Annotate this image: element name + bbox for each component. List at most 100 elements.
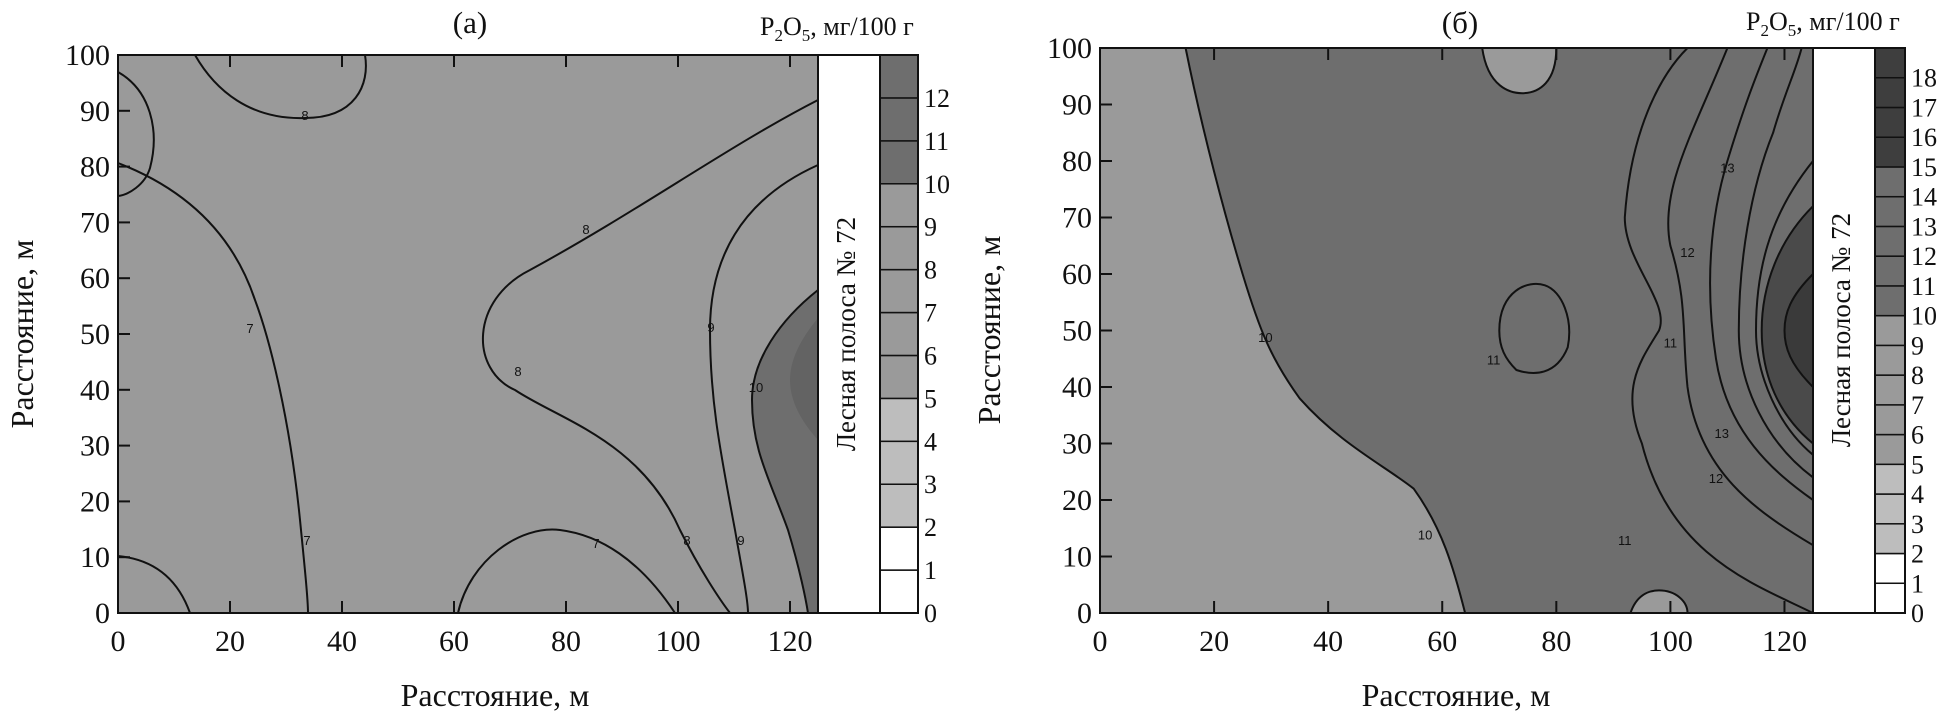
contour-label: 8 [301,108,308,123]
x-axis-label: Расстояние, м [401,677,590,713]
colorbar-segment [1874,225,1906,257]
contour-label: 11 [1487,352,1501,367]
contour-lines-a [117,54,819,614]
contour-fill-b [1100,48,1813,613]
contour-line [117,71,155,197]
colorbar-segment [1874,582,1906,614]
forest-strip-label: Лесная полоса № 72 [831,217,861,451]
contour-label: 7 [303,533,310,548]
colorbar-tick-label: 12 [924,84,950,113]
contour-label: 13 [1715,426,1729,441]
contour-line [708,164,819,614]
y-tick-label: 0 [1077,597,1092,630]
colorbar-tick-label: 1 [924,556,937,585]
y-tick-label: 100 [65,39,110,72]
contour-label: 9 [707,320,714,335]
colorbar-tick-label: 4 [924,427,937,456]
contour-line [1481,47,1558,95]
colorbar-segment [1874,344,1906,376]
contour-line [1737,47,1814,479]
colorbar-tick-label: 10 [924,170,950,199]
contour-label: 11 [1664,335,1678,350]
colorbar-tick-label: 6 [1911,421,1924,450]
y-tick-label: 40 [80,374,110,407]
colorbar-segment [1874,314,1906,347]
contour-label: 8 [582,222,589,237]
colorbar-segment [1874,166,1906,198]
colorbar-tick-label: 7 [1911,391,1924,420]
colorbar-frame [879,54,919,614]
colorbar-segment [1874,255,1906,287]
contour-line [1783,273,1814,388]
contour-label: 8 [514,364,521,379]
colorbar-segment [1874,106,1906,138]
contour-line [482,99,819,614]
colorbar-tick-label: 13 [1911,212,1937,241]
contour-line [117,162,309,614]
colorbar-frame [1874,47,1906,614]
background-level-8 [118,55,818,613]
x-tick-label: 60 [439,625,469,658]
y-tick-label: 100 [1047,32,1092,65]
colorbar-segment [879,526,919,571]
y-tick-label: 20 [1062,484,1092,517]
forest-strip-label: Лесная полоса № 72 [1826,213,1856,447]
y-tick-label: 20 [80,485,110,518]
colorbar-segment [1874,195,1906,228]
axes-a: 0 20 40 60 80 100 120 0 10 20 30 40 50 60 70 80 90 100 [65,39,813,658]
y-tick-label: 60 [80,262,110,295]
contour-line [117,555,191,614]
colorbar-tick-label: 14 [1911,183,1937,212]
colorbar-segment [879,354,919,400]
contour-label: 7 [592,536,599,551]
contour-line [1184,47,1467,614]
colorbar-tick-label: 6 [924,341,937,370]
colorbar-tick-label: 5 [1911,450,1924,479]
x-tick-label: 100 [1648,625,1693,658]
x-tick-label: 0 [1093,625,1108,658]
contour-line [1498,283,1571,374]
colorbar-segment [1874,552,1906,585]
y-tick-label: 90 [80,95,110,128]
contour-line [194,54,367,120]
colorbar-segment [879,183,919,228]
contour-label: 10 [1258,330,1272,345]
colorbar-tick-label: 9 [1911,331,1924,360]
y-tick-label: 90 [1062,89,1092,122]
legend-title: P2O5, мг/100 г [760,12,914,45]
colorbar-tick-label: 11 [924,127,949,156]
contour-line [1760,205,1814,445]
contour-label: 8 [683,533,690,548]
panel-label: (а) [453,5,487,40]
colorbar-segment [879,97,919,142]
colorbar-tick-label: 2 [1911,540,1924,569]
contour-line [457,528,676,614]
panel-label: (б) [1442,5,1478,40]
contour-lines-b [1184,47,1814,614]
colorbar-tick-label: 8 [1911,361,1924,390]
colorbar-segment [1874,47,1906,79]
x-tick-label: 80 [551,625,581,658]
y-tick-label: 60 [1062,258,1092,291]
colorbar-tick-label: 9 [924,213,937,242]
y-tick-label: 50 [1062,315,1092,348]
colorbar-segment [879,225,919,271]
colorbar-segment [1874,433,1906,466]
contour-line [1623,47,1814,614]
x-tick-label: 80 [1541,625,1571,658]
x-tick-label: 20 [215,625,245,658]
region-high-inner [790,318,818,440]
contour-label: 11 [1618,533,1632,548]
contour-label: 12 [1680,245,1694,260]
x-tick-label: 40 [1313,625,1343,658]
colorbar-segment [879,397,919,443]
colorbar-segment [879,54,919,99]
colorbar-tick-label: 5 [924,384,937,413]
colorbar-segment [879,268,919,314]
colorbar-segment [1874,136,1906,168]
y-tick-label: 0 [95,597,110,630]
colorbar-tick-label: 0 [924,599,937,628]
